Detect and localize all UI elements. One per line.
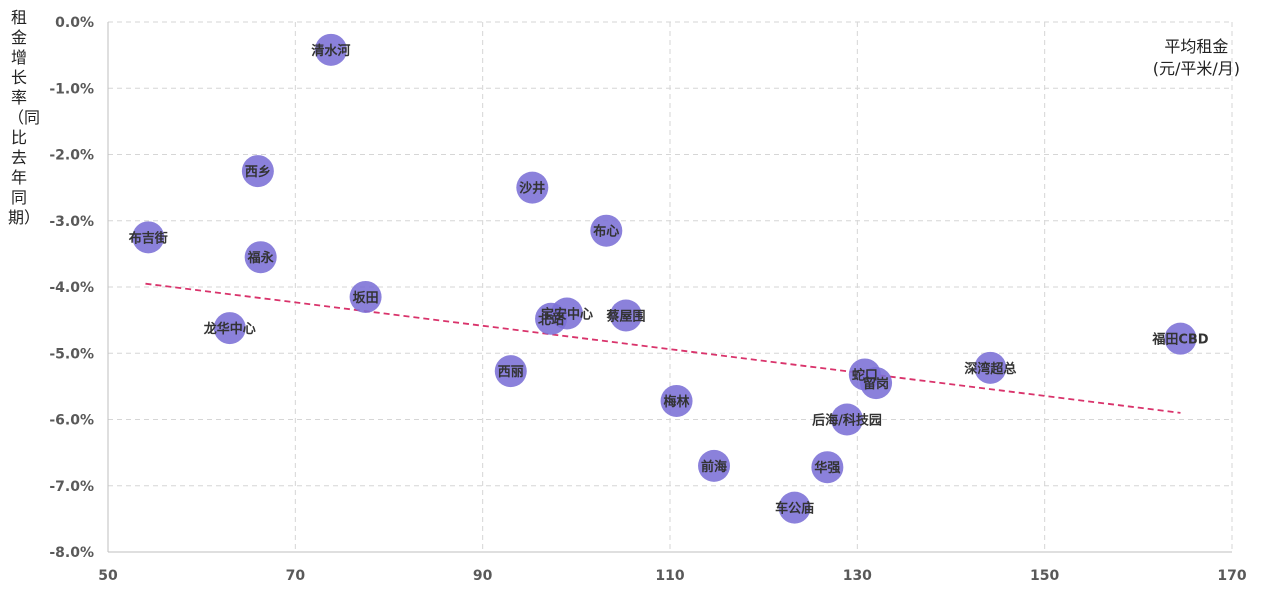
y-tick-label: -4.0% [49,280,94,296]
axes [107,22,1232,553]
data-point [860,367,893,400]
data-label: 车公庙 [775,501,814,517]
data-label: 西乡 [245,164,271,180]
x-axis-label: 平均租金 (元/平米/月) [1153,36,1240,80]
x-tick-label: 130 [843,568,872,584]
data-label: 前海 [701,459,727,475]
data-points [132,33,1197,524]
x-tick-label: 70 [286,568,306,584]
data-point [778,491,811,524]
x-tick-label: 110 [655,568,684,584]
data-label: 蔡屋围 [605,308,645,324]
data-label: 布心 [593,224,619,240]
x-axis-label-line1: 平均租金 [1164,37,1229,56]
data-label: 沙井 [519,181,545,197]
data-point [213,312,246,345]
data-label: 布吉街 [129,230,168,246]
data-label: 西丽 [498,365,524,380]
data-label: 龙华中心 [204,321,256,337]
y-tick-label: -5.0% [49,346,94,362]
data-point [132,221,165,254]
data-label: 华强 [814,460,840,476]
y-axis-label: 租金增长率（同比去年同期） [8,8,41,227]
trendline [145,282,1181,414]
y-tick-label: -7.0% [49,479,94,495]
data-label: 留岗 [863,376,889,392]
data-point [241,155,274,188]
y-tick-label: -6.0% [49,413,94,429]
data-label: 梅林 [664,394,690,410]
data-label: 清水河 [311,43,350,59]
data-point [494,355,527,388]
y-tick-label: 0.0% [55,15,94,31]
x-axis-label-line2: (元/平米/月) [1152,59,1240,78]
data-label: 蛇口 [852,367,878,383]
y-tick-label: -2.0% [49,148,94,164]
data-label: 宝安中心 [541,307,593,323]
trendline-line [145,282,1181,414]
data-point [609,299,642,332]
grid [108,21,1233,552]
y-tick-label: -3.0% [49,214,94,230]
data-point [516,171,549,204]
y-tick-label: -1.0% [49,81,94,97]
x-tick-label: 150 [1030,568,1059,584]
data-point [831,403,864,436]
x-tick-label: 170 [1217,568,1246,584]
data-label: 后海/科技园 [812,413,882,429]
data-point [535,302,568,335]
data-label: 福永 [247,250,275,266]
data-point [811,451,844,484]
tick-labels: 50 70 90 110 130 150 170 0.0% -1.0% -2.0% -3.0% -4.… [49,15,1247,584]
data-point [1164,322,1197,355]
x-tick-label: 90 [473,568,493,584]
data-point [349,280,382,313]
data-label: 福田CBD [1151,332,1208,348]
data-point [244,241,277,274]
data-point [974,351,1007,384]
data-point [590,214,623,247]
data-point [660,384,693,417]
y-tick-label: -8.0% [49,545,94,561]
x-tick-label: 50 [98,568,118,584]
data-point [314,33,347,66]
data-point [698,449,731,482]
data-label: 深湾超总 [964,361,1016,377]
data-label: 北站 [538,312,564,328]
data-label: 坂田 [353,290,379,306]
